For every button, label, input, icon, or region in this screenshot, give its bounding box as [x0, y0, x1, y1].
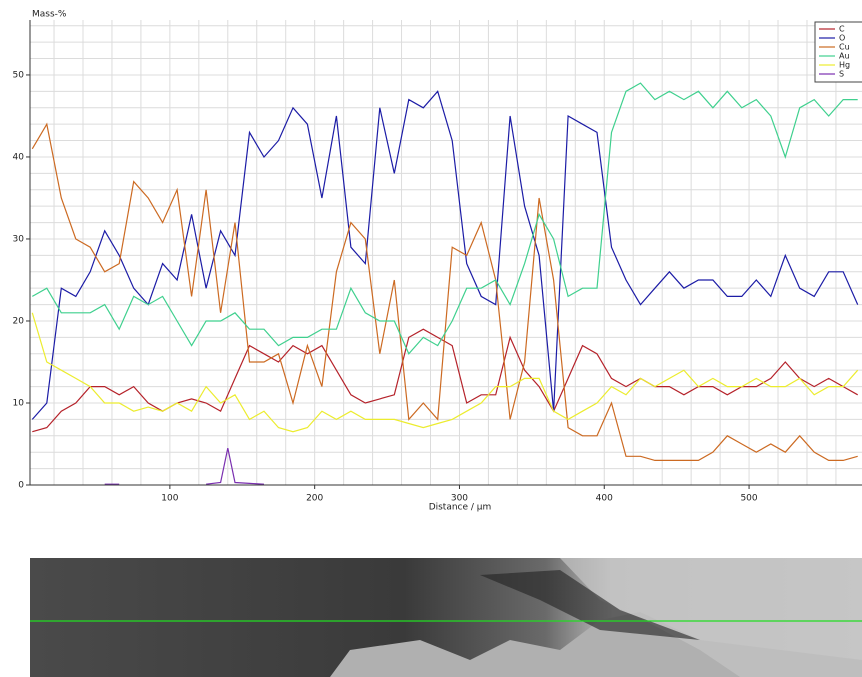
sem-region [480, 570, 700, 640]
series-line [206, 447, 265, 485]
series-line [32, 82, 858, 355]
legend-label: Au [839, 52, 850, 61]
y-tick-label: 0 [18, 481, 24, 491]
legend-label: Cu [839, 43, 850, 52]
x-tick-label: 100 [161, 494, 178, 504]
grid [30, 20, 862, 486]
series-line [32, 328, 858, 433]
legend-label: C [839, 25, 845, 34]
x-tick-label: 400 [596, 494, 613, 504]
y-tick-label: 10 [13, 398, 25, 408]
series-line [31, 90, 859, 420]
x-tick-label: 500 [740, 494, 757, 504]
y-axis-label: Mass-% [32, 10, 67, 20]
legend-box [814, 21, 862, 83]
legend-label: O [839, 34, 845, 43]
y-tick-label: 30 [13, 234, 25, 244]
x-tick-label: 200 [306, 494, 323, 504]
sem-region [560, 558, 862, 677]
legend-label: S [839, 70, 844, 79]
x-axis-label: Distance / µm [429, 503, 492, 513]
lines [31, 82, 859, 485]
legend-label: Hg [839, 61, 850, 70]
series-line [31, 312, 859, 433]
y-tick-label: 40 [13, 152, 25, 162]
y-tick-label: 50 [13, 70, 25, 80]
x-tick-label: 300 [451, 494, 468, 504]
y-tick-label: 20 [13, 316, 25, 326]
sem-image [30, 558, 862, 677]
